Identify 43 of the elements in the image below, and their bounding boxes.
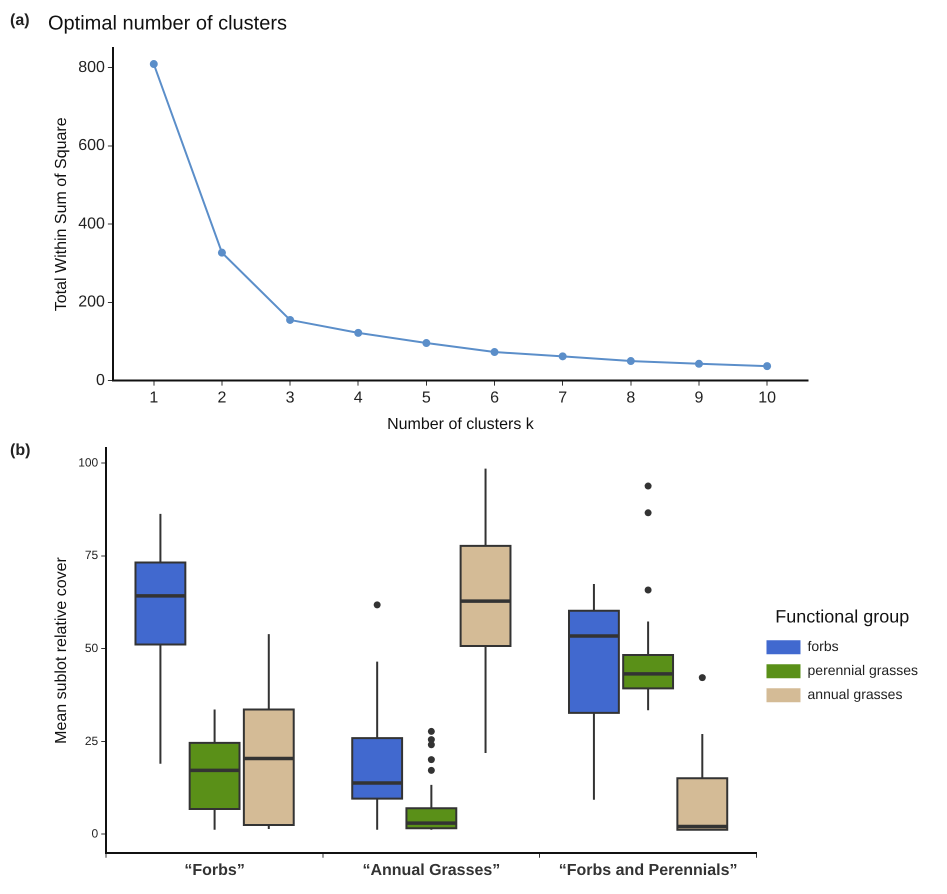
- legend-label: perennial grasses: [807, 662, 918, 678]
- x-tick-label: 10: [758, 390, 776, 407]
- point: [286, 316, 294, 324]
- x-tick-label: 5: [422, 390, 431, 407]
- point: [694, 360, 703, 368]
- x-tick-label: 9: [694, 390, 704, 407]
- y-tick-label: 600: [78, 137, 105, 154]
- x-tick-label: “Annual Grasses”: [362, 862, 500, 879]
- x-tick-label: 2: [217, 390, 226, 407]
- point: [354, 328, 362, 337]
- x-tick-label: 6: [490, 390, 500, 407]
- y-tick-label: 200: [78, 294, 105, 311]
- x-tick-label: 8: [626, 390, 636, 407]
- y-tick-label: 0: [96, 372, 105, 390]
- y-axis-title: Total Within Sum of Square: [53, 117, 70, 312]
- x-tick-label: 4: [354, 390, 363, 407]
- x-tick-label: “Forbs”: [184, 862, 245, 879]
- point: [763, 362, 772, 370]
- x-tick-label: 7: [558, 390, 568, 407]
- point: [490, 348, 499, 356]
- point: [150, 60, 158, 68]
- y-tick-label: 75: [84, 548, 99, 562]
- legend-label: annual grasses: [807, 686, 902, 702]
- point: [558, 352, 567, 360]
- text: (b): [10, 442, 30, 460]
- y-tick-label: 800: [78, 58, 105, 76]
- x-tick-label: “Forbs and Perennials”: [558, 862, 738, 879]
- x-axis-title: Number of clusters k: [387, 416, 535, 433]
- point: [218, 248, 226, 257]
- point: [626, 357, 635, 366]
- point: [422, 339, 430, 348]
- x-tick-label: 1: [149, 390, 158, 407]
- chart-title: Optimal number of clusters: [48, 12, 287, 35]
- y-tick-label: 400: [78, 215, 105, 232]
- text: (a): [10, 12, 30, 30]
- x-tick-label: 3: [286, 390, 295, 407]
- legend-label: forbs: [807, 638, 839, 654]
- y-tick-label: 50: [84, 640, 99, 655]
- y-axis-title: Mean sublot relative cover: [53, 556, 70, 744]
- y-tick-label: 25: [84, 734, 99, 748]
- y-tick-label: 0: [92, 826, 99, 841]
- y-tick-label: 100: [78, 455, 99, 470]
- legend-title: Functional group: [775, 606, 910, 627]
